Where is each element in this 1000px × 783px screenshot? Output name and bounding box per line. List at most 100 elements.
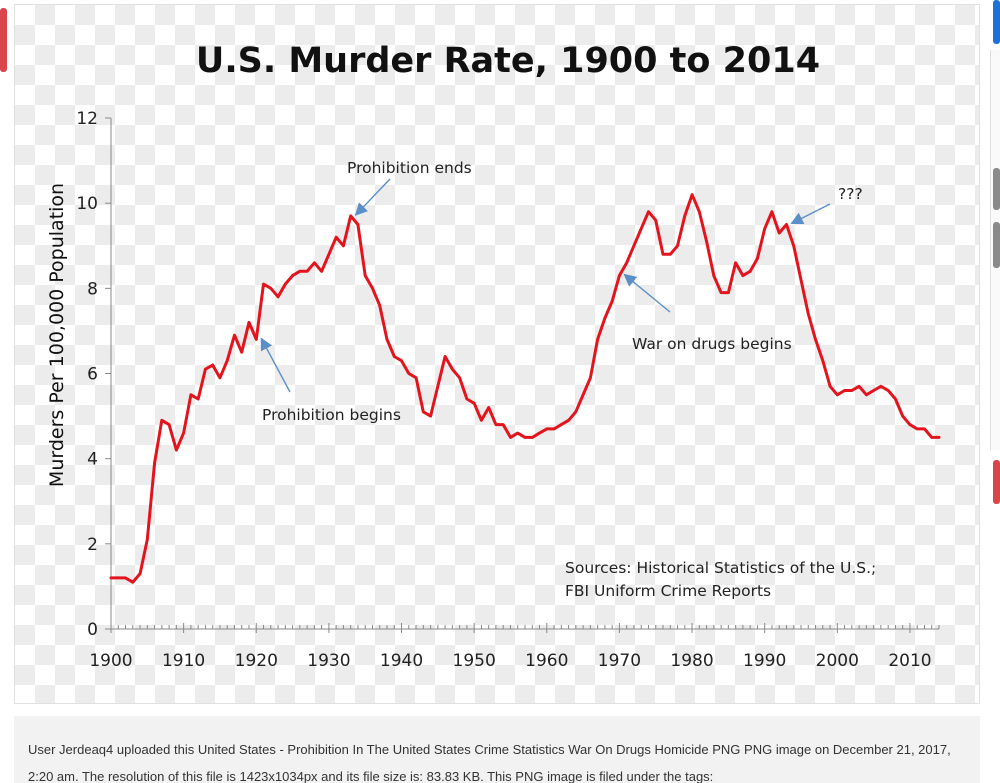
data-point <box>661 253 665 256</box>
data-point <box>814 338 817 341</box>
data-point <box>233 333 236 337</box>
x-tick-label: 2010 <box>888 651 931 671</box>
data-point <box>167 423 171 426</box>
annotation-label: Prohibition begins <box>262 406 401 424</box>
data-point <box>451 368 454 371</box>
data-point <box>581 393 585 396</box>
data-point <box>494 423 498 426</box>
data-point <box>334 236 338 239</box>
chart-title: U.S. Murder Rate, 1900 to 2014 <box>196 41 820 81</box>
data-point <box>741 274 745 277</box>
data-point <box>480 419 483 422</box>
data-point <box>516 431 519 435</box>
data-point <box>305 270 309 273</box>
x-tick-label: 1980 <box>670 651 713 671</box>
data-point <box>117 576 120 580</box>
x-tick-label: 1940 <box>380 651 423 671</box>
y-tick-label: 8 <box>87 279 98 299</box>
data-point <box>857 385 861 388</box>
data-point <box>109 576 113 580</box>
axes-group <box>110 118 939 630</box>
sources-line-2: FBI Uniform Crime Reports <box>565 582 771 600</box>
data-point <box>610 299 614 303</box>
data-point <box>276 295 280 299</box>
data-point <box>218 376 222 379</box>
chart-image-frame: U.S. Murder Rate, 1900 to 2014 Murders P… <box>14 4 980 704</box>
y-tick-label: 4 <box>87 450 98 470</box>
data-point <box>356 223 360 226</box>
series-group <box>109 193 941 584</box>
data-point <box>778 231 781 235</box>
data-point <box>719 291 723 294</box>
left-edge-tab[interactable] <box>0 8 7 72</box>
data-point <box>538 431 541 435</box>
x-tick-label: 1920 <box>235 651 278 671</box>
y-tick-label: 0 <box>87 620 98 640</box>
data-point <box>509 436 512 439</box>
data-point <box>850 389 854 392</box>
data-point <box>937 436 941 439</box>
annotation-label: War on drugs begins <box>632 335 792 353</box>
data-point <box>748 270 752 273</box>
data-point <box>204 368 207 371</box>
data-point <box>407 372 410 375</box>
image-caption: User Jerdeaq4 uploaded this United State… <box>14 716 980 783</box>
data-point <box>472 402 476 405</box>
right-edge-blue-tab[interactable] <box>993 0 1000 44</box>
data-point <box>705 240 708 243</box>
data-point <box>894 397 897 401</box>
data-point <box>175 448 178 452</box>
data-point <box>146 538 149 541</box>
data-point <box>785 223 788 226</box>
data-point <box>865 393 868 396</box>
data-point <box>843 389 846 392</box>
series-line-0 <box>109 193 941 584</box>
data-point <box>429 414 432 418</box>
data-point <box>669 253 672 256</box>
data-point <box>371 287 374 290</box>
data-point <box>872 389 875 392</box>
data-point <box>916 427 919 431</box>
data-point <box>284 282 287 286</box>
data-point <box>153 461 156 465</box>
murder-rate-chart: U.S. Murder Rate, 1900 to 2014 Murders P… <box>46 41 941 671</box>
data-point <box>640 227 643 230</box>
sources-line-1: Sources: Historical Statistics of the U.… <box>565 559 876 577</box>
x-tick-label: 1900 <box>89 651 132 671</box>
x-tick-label: 2000 <box>816 651 859 671</box>
data-point <box>923 427 926 431</box>
data-point <box>712 274 716 277</box>
data-point <box>422 410 425 414</box>
data-point <box>487 406 490 409</box>
data-point <box>930 436 933 439</box>
data-point <box>502 423 505 426</box>
annotation-arrow <box>354 178 391 216</box>
data-point <box>240 351 243 354</box>
data-point <box>647 210 650 213</box>
data-point <box>436 385 440 388</box>
right-edge-gray-tab-1[interactable] <box>993 168 1000 210</box>
data-point <box>560 423 563 426</box>
data-point <box>618 274 621 277</box>
data-point <box>836 393 839 396</box>
data-point <box>632 244 636 247</box>
data-point <box>262 282 265 286</box>
annotation-arrow <box>790 203 831 225</box>
data-point <box>160 419 164 422</box>
data-point <box>291 274 294 277</box>
data-point <box>385 338 389 341</box>
data-point <box>908 423 912 426</box>
data-point <box>552 427 556 431</box>
x-tick-label: 1950 <box>453 651 496 671</box>
data-point <box>313 261 316 264</box>
data-point <box>567 419 570 422</box>
y-axis-label: Murders Per 100,000 Population <box>46 183 68 487</box>
data-point <box>226 359 229 362</box>
data-point <box>763 227 766 230</box>
ticks-group: 0 2 4 6 8 10 12 1900 1910 1920 1930 1940 1950 1960 197… <box>76 109 940 671</box>
data-point <box>603 316 607 320</box>
right-edge-red-tab[interactable] <box>993 460 1000 504</box>
data-point <box>879 385 883 388</box>
right-edge-gray-tab-2[interactable] <box>993 222 1000 268</box>
data-point <box>342 244 345 247</box>
